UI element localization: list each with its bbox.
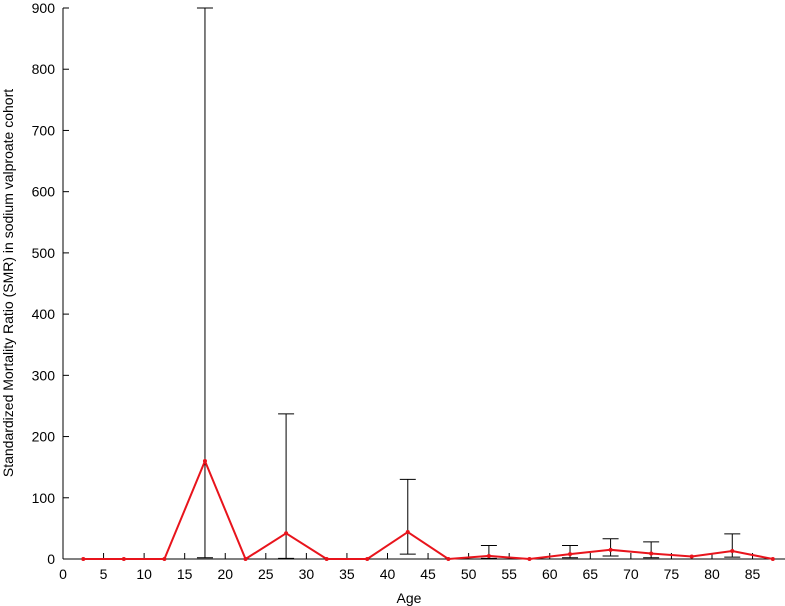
y-tick-label: 0 [47,551,55,567]
data-point [486,553,491,558]
data-point [81,557,86,561]
y-tick-label: 700 [32,122,56,138]
y-tick-label: 300 [32,367,56,383]
x-tick-label: 75 [664,566,680,582]
y-tick-label: 200 [32,429,56,445]
data-point [527,557,532,561]
data-point [649,551,654,556]
x-tick-label: 10 [136,566,152,582]
data-point [365,557,370,561]
x-tick-label: 35 [339,566,355,582]
data-point [608,547,613,552]
data-point [162,557,167,561]
x-tick-label: 40 [380,566,396,582]
y-axis-label: Standardized Mortality Ratio (SMR) in so… [0,89,16,477]
x-tick-label: 0 [59,566,67,582]
y-tick-label: 900 [32,0,56,16]
x-tick-label: 85 [745,566,761,582]
data-point [770,557,775,561]
data-point [568,552,573,557]
x-tick-label: 80 [704,566,720,582]
data-point [730,549,735,554]
x-tick-label: 20 [217,566,233,582]
y-tick-label: 400 [32,306,56,322]
x-tick-label: 15 [177,566,193,582]
x-tick-label: 55 [501,566,517,582]
data-point [405,530,410,535]
x-tick-label: 50 [461,566,477,582]
data-point [202,459,207,464]
x-tick-label: 25 [258,566,274,582]
x-tick-label: 70 [623,566,639,582]
y-tick-label: 600 [32,184,56,200]
x-tick-label: 5 [100,566,108,582]
data-point [446,557,451,561]
data-line [83,458,774,561]
y-tick-label: 500 [32,245,56,261]
data-point [284,531,289,536]
data-point [121,557,126,561]
data-point [324,557,329,561]
y-tick-label: 800 [32,61,56,77]
data-point [243,557,248,561]
x-tick-label: 30 [299,566,315,582]
x-tick-label: 60 [542,566,558,582]
x-axis-label: Age [397,590,422,606]
x-tick-label: 65 [583,566,599,582]
y-tick-label: 100 [32,490,56,506]
x-tick-label: 45 [420,566,436,582]
data-point [689,554,694,559]
